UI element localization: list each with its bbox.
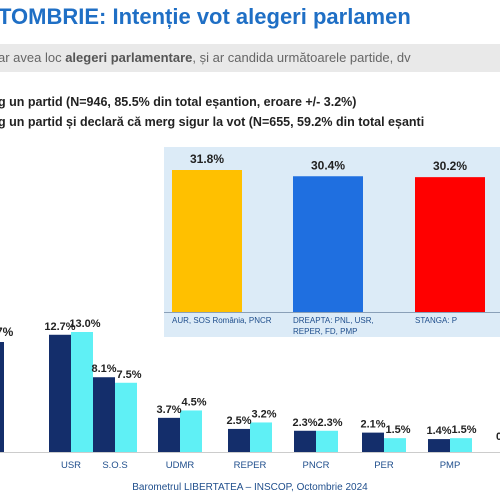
party-bar <box>428 439 450 452</box>
party-value-label: 13.0% <box>69 318 100 330</box>
page-title: TOMBRIE: Intenție vot alegeri parlamen <box>0 4 411 29</box>
party-category-label: PMP <box>440 460 461 471</box>
party-bar <box>362 432 384 452</box>
party-category-label: PER <box>374 460 394 471</box>
bloc-value-label: 30.2% <box>433 159 467 173</box>
party-bar <box>71 332 93 452</box>
bloc-category-label: AUR, SOS România, PNCR <box>172 316 272 325</box>
bloc-bar <box>172 170 242 312</box>
bloc-value-label: 30.4% <box>311 158 345 172</box>
title-bar: TOMBRIE: Intenție vot alegeri parlamen <box>0 0 500 38</box>
party-value-label: 2.3% <box>292 417 317 429</box>
party-bar <box>158 417 180 452</box>
bloc-bar <box>293 176 363 312</box>
party-category-label: REPER <box>234 460 267 471</box>
party-bar <box>115 382 137 452</box>
party-bar <box>93 377 115 452</box>
party-value-label: 2.1% <box>360 419 385 431</box>
party-bar <box>180 410 202 452</box>
party-category-label: USR <box>61 460 81 471</box>
party-value-label: 1.4% <box>426 425 451 437</box>
subtitle-bar: ar avea loc alegeri parlamentare, și ar … <box>0 44 500 72</box>
subtitle-post: , și ar candida următoarele partide, dv <box>192 50 411 65</box>
party-value-label: 12.7% <box>44 321 75 333</box>
bloc-category-label: STANGA: P <box>415 316 457 325</box>
party-bar-cropped <box>0 342 4 452</box>
party-category-label: PNCR <box>303 460 330 471</box>
subtitle-bold: alegeri parlamentare <box>65 50 193 65</box>
bloc-bar <box>415 177 485 312</box>
party-bar <box>49 334 71 452</box>
party-value-label: 7.5% <box>116 369 141 381</box>
bloc-value-label: 31.8% <box>190 152 224 166</box>
sample-note-2: g un partid și declară că merg sigur la … <box>0 115 425 129</box>
party-bar <box>250 422 272 452</box>
party-value-label: 1.5% <box>451 424 476 436</box>
bloc-category-label: REPER, FD, PMP <box>293 327 357 336</box>
sample-note-1: g un partid (N=946, 85.5% din total eșan… <box>0 95 357 109</box>
party-category-label: UDMR <box>166 460 195 471</box>
party-bar <box>228 428 250 452</box>
bloc-category-label: DREAPTA: PNL, USR, <box>293 316 374 325</box>
party-value-label: 1.5% <box>385 424 410 436</box>
party-value-label: 2.3% <box>317 417 342 429</box>
party-bar <box>450 438 472 452</box>
subtitle: ar avea loc alegeri parlamentare, și ar … <box>0 50 411 65</box>
footer-source: Barometrul LIBERTATEA – INSCOP, Octombri… <box>132 482 368 493</box>
party-bar <box>384 438 406 452</box>
party-bar <box>316 430 338 452</box>
party-value-label: 3.7% <box>156 404 181 416</box>
party-value-label: 4.5% <box>181 396 206 408</box>
party-category-label: S.O.S <box>102 460 127 471</box>
party-value-label-cropped: 0 <box>496 431 500 443</box>
party-value-label: 8.1% <box>91 363 116 375</box>
party-value-label: 3.2% <box>251 408 276 420</box>
party-value-label: 2.5% <box>226 415 251 427</box>
party-value-label: 7% <box>0 325 14 339</box>
party-bar <box>294 430 316 452</box>
subtitle-pre: ar avea loc <box>0 50 66 65</box>
